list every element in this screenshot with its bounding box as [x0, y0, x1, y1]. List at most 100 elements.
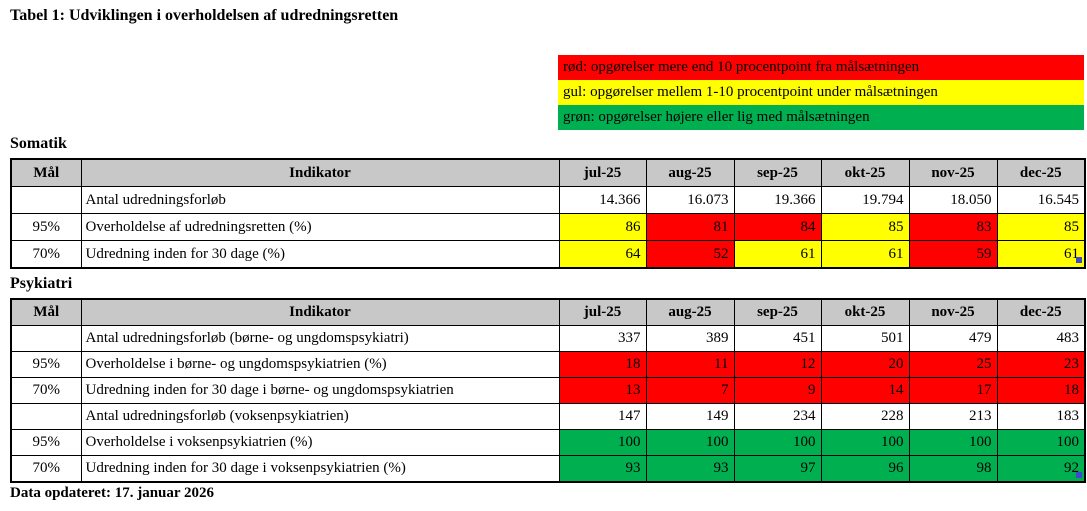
page-title: Tabel 1: Udviklingen i overholdelsen af …	[10, 7, 399, 24]
table-row: 70% Udredning inden for 30 dage i børne-…	[10, 377, 1086, 404]
column-header-month: aug-25	[645, 158, 735, 187]
psykiatri-table: Mål Indikator jul-25 aug-25 sep-25 okt-2…	[10, 298, 1086, 483]
cell-indikator: Udredning inden for 30 dage (%)	[80, 240, 560, 269]
cell-maal	[10, 325, 82, 352]
cell-value: 9	[733, 377, 822, 404]
cell-value: 59	[908, 240, 998, 269]
cell-indikator: Antal udredningsforløb (voksenpsykiatrie…	[80, 403, 560, 430]
cell-value: 20	[820, 351, 910, 378]
cell-value: 17	[908, 377, 998, 404]
cell-value: 85	[996, 213, 1086, 241]
column-header-month: dec-25	[996, 298, 1086, 326]
legend-item-red: rød: opgørelser mere end 10 procentpoint…	[558, 55, 1084, 80]
cell-value: 93	[645, 455, 735, 483]
column-header-month: nov-25	[908, 298, 998, 326]
cell-value: 479	[908, 325, 998, 352]
table-row: 70% Udredning inden for 30 dage (%) 64 5…	[10, 240, 1086, 269]
cell-value: 84	[733, 213, 822, 241]
cell-value: 18	[558, 351, 647, 378]
legend-item-green: grøn: opgørelser højere eller lig med må…	[558, 105, 1084, 130]
cell-maal	[10, 403, 82, 430]
cell-indikator: Overholdelse i voksenpsykiatrien (%)	[80, 429, 560, 456]
cell-value: 18	[996, 377, 1086, 404]
cell-value: 234	[733, 403, 822, 430]
color-legend: rød: opgørelser mere end 10 procentpoint…	[558, 55, 1084, 130]
column-header-maal: Mål	[10, 298, 82, 326]
cell-maal: 95%	[10, 213, 82, 241]
cell-value: 16.545	[996, 186, 1086, 214]
cell-indikator: Overholdelse af udredningsretten (%)	[80, 213, 560, 241]
cell-value: 97	[733, 455, 822, 483]
cell-value: 100	[645, 429, 735, 456]
cell-value: 147	[558, 403, 647, 430]
cell-value: 16.073	[645, 186, 735, 214]
column-header-month: okt-25	[820, 298, 910, 326]
cell-value: 96	[820, 455, 910, 483]
cell-indikator: Udredning inden for 30 dage i voksenpsyk…	[80, 455, 560, 483]
excel-fill-handle-marker	[1076, 257, 1082, 263]
cell-value: 18.050	[908, 186, 998, 214]
column-header-indikator: Indikator	[80, 298, 560, 326]
cell-indikator: Udredning inden for 30 dage i børne- og …	[80, 377, 560, 404]
cell-value: 451	[733, 325, 822, 352]
cell-value: 12	[733, 351, 822, 378]
cell-value: 52	[645, 240, 735, 269]
cell-indikator: Antal udredningsforløb (børne- og ungdom…	[80, 325, 560, 352]
table-row: 95% Overholdelse i voksenpsykiatrien (%)…	[10, 429, 1086, 456]
cell-indikator: Overholdelse i børne- og ungdomspsykiatr…	[80, 351, 560, 378]
table-header-row: Mål Indikator jul-25 aug-25 sep-25 okt-2…	[10, 158, 1086, 187]
table-row: 95% Overholdelse af udredningsretten (%)…	[10, 213, 1086, 241]
cell-value: 100	[733, 429, 822, 456]
cell-value: 100	[908, 429, 998, 456]
column-header-month: jul-25	[558, 298, 647, 326]
cell-value: 337	[558, 325, 647, 352]
cell-maal: 70%	[10, 240, 82, 269]
column-header-month: nov-25	[908, 158, 998, 187]
cell-maal: 70%	[10, 377, 82, 404]
cell-value: 501	[820, 325, 910, 352]
cell-value: 213	[908, 403, 998, 430]
cell-value: 61	[820, 240, 910, 269]
footer-note: Data opdateret: 17. januar 2026	[10, 485, 215, 501]
table-row: Antal udredningsforløb (børne- og ungdom…	[10, 325, 1086, 352]
cell-value: 81	[645, 213, 735, 241]
column-header-month: aug-25	[645, 298, 735, 326]
cell-value: 14	[820, 377, 910, 404]
cell-value: 7	[645, 377, 735, 404]
cell-value: 85	[820, 213, 910, 241]
section-label-psykiatri: Psykiatri	[10, 275, 73, 292]
cell-value: 93	[558, 455, 647, 483]
column-header-month: sep-25	[733, 158, 822, 187]
table-row: Antal udredningsforløb 14.366 16.073 19.…	[10, 186, 1086, 214]
cell-value: 23	[996, 351, 1086, 378]
cell-value: 98	[908, 455, 998, 483]
cell-value: 100	[558, 429, 647, 456]
cell-value: 86	[558, 213, 647, 241]
cell-value: 64	[558, 240, 647, 269]
cell-value: 83	[908, 213, 998, 241]
legend-item-yellow: gul: opgørelser mellem 1-10 procentpoint…	[558, 80, 1084, 105]
table-row: 95% Overholdelse i børne- og ungdomspsyk…	[10, 351, 1086, 378]
cell-value: 92	[996, 455, 1086, 483]
column-header-month: jul-25	[558, 158, 647, 187]
cell-value: 61	[996, 240, 1086, 269]
somatik-table: Mål Indikator jul-25 aug-25 sep-25 okt-2…	[10, 158, 1086, 269]
cell-value: 483	[996, 325, 1086, 352]
cell-value: 183	[996, 403, 1086, 430]
section-label-somatik: Somatik	[10, 135, 67, 152]
cell-value: 61	[733, 240, 822, 269]
cell-value: 14.366	[558, 186, 647, 214]
column-header-month: sep-25	[733, 298, 822, 326]
cell-maal	[10, 186, 82, 214]
cell-value: 228	[820, 403, 910, 430]
excel-fill-handle-marker	[1076, 472, 1082, 478]
cell-value: 149	[645, 403, 735, 430]
cell-value: 100	[820, 429, 910, 456]
table-header-row: Mål Indikator jul-25 aug-25 sep-25 okt-2…	[10, 298, 1086, 326]
cell-value: 13	[558, 377, 647, 404]
cell-indikator: Antal udredningsforløb	[80, 186, 560, 214]
column-header-month: okt-25	[820, 158, 910, 187]
cell-value: 19.794	[820, 186, 910, 214]
cell-value: 389	[645, 325, 735, 352]
